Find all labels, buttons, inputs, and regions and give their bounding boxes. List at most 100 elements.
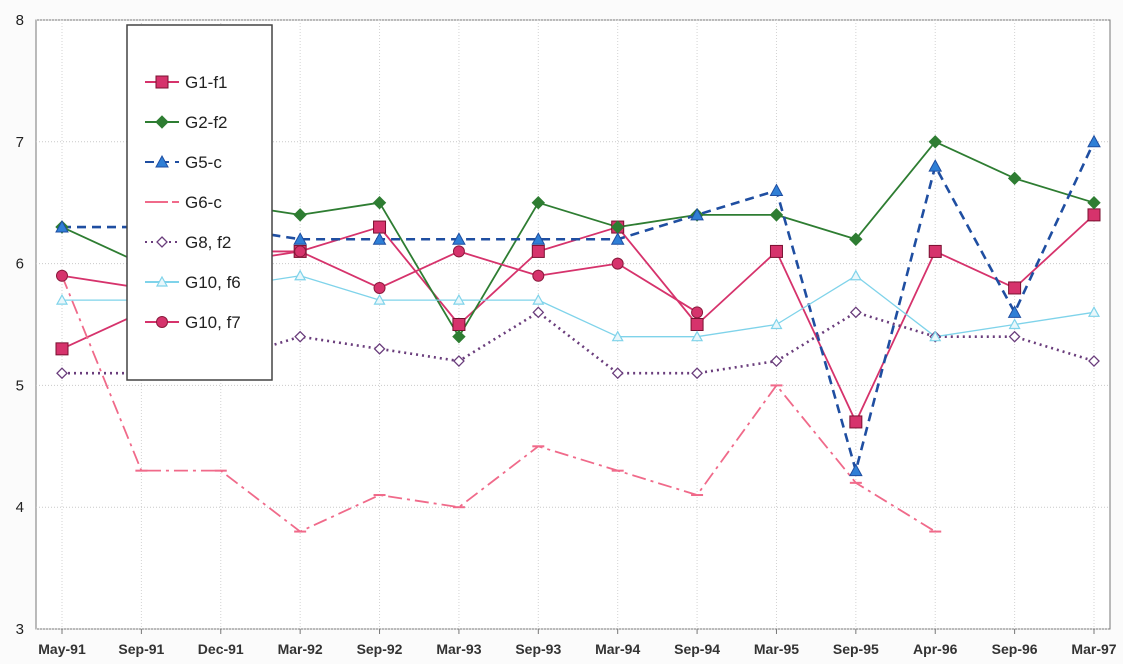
series-5-point (929, 330, 942, 342)
series-5-point (849, 269, 862, 281)
series-0-point (1008, 281, 1022, 295)
series-0-point (928, 244, 942, 258)
series-1-point (452, 329, 466, 344)
series-4-point (373, 342, 386, 355)
x-tick-label: Mar-92 (278, 641, 323, 657)
y-tick-label: 5 (16, 377, 24, 394)
y-tick-label: 3 (16, 621, 24, 638)
series-1-point (1007, 171, 1022, 186)
series-5-point (55, 293, 69, 305)
series-2-point (690, 207, 704, 221)
series-0-point (55, 342, 69, 356)
series-2-point (372, 232, 387, 245)
legend-label: G10, f7 (185, 313, 241, 332)
series-5-point (611, 330, 624, 342)
series-4-point (770, 355, 783, 367)
series-2-point (531, 232, 546, 245)
series-0-point (373, 220, 387, 234)
series-6-point (56, 269, 68, 282)
x-tick-label: Mar-93 (436, 641, 481, 657)
legend: G1-f1 G2-f2 G5-c G6-c G8, f2 G10, f6 G10, f7 (126, 24, 273, 381)
series-1-point (849, 232, 863, 246)
series-5-point (532, 293, 545, 305)
series-2-point (610, 232, 625, 245)
y-tick-label: 6 (16, 256, 24, 273)
legend-swatch-marker (156, 316, 168, 328)
series-0-point (531, 244, 545, 258)
series-2-point (452, 232, 466, 245)
x-tick-label: Mar-97 (1071, 641, 1116, 657)
x-tick-label: Sep-93 (515, 641, 561, 657)
series-2-point (928, 159, 943, 172)
series-4-point (56, 367, 68, 380)
series-2-point (1087, 134, 1101, 148)
series-6-point (373, 281, 386, 294)
y-tick-label: 4 (16, 499, 24, 516)
series-5-point (294, 269, 307, 281)
axes: 3 4 5 6 7 8 May-91 Sep-91 Dec-91 Mar-92 Sep-92 Mar-… (16, 12, 1117, 657)
series-6-point (611, 257, 624, 270)
series-2-point (769, 183, 784, 197)
legend-swatch-marker (155, 115, 169, 129)
series-4-point (1088, 355, 1100, 367)
series-0-point (769, 244, 783, 258)
series-4-point (849, 306, 862, 319)
series-1-point (372, 195, 387, 210)
legend-label: G5-c (185, 153, 222, 172)
y-tick-label: 8 (16, 12, 24, 29)
series-5-point (770, 318, 783, 330)
series-4-point (611, 367, 624, 380)
x-tick-label: Sep-96 (992, 641, 1038, 657)
series-4-point (453, 355, 465, 367)
series-5-point (691, 330, 704, 342)
legend-label: G1-f1 (185, 73, 228, 92)
series-4-point (691, 367, 703, 380)
x-tick-label: May-91 (38, 641, 86, 657)
series-6-point (452, 245, 465, 258)
x-tick-label: Mar-95 (754, 641, 799, 657)
series-2-point (1007, 305, 1022, 318)
series-3-line (61, 275, 936, 533)
x-tick-label: Sep-91 (118, 641, 164, 657)
legend-label: G2-f2 (185, 113, 228, 132)
series-5-point (373, 293, 386, 305)
y-tick-label: 7 (16, 134, 24, 151)
series-2-point (849, 463, 863, 477)
x-tick-label: Apr-96 (913, 641, 958, 657)
series-4-point (532, 306, 545, 319)
legend-label: G6-c (185, 193, 222, 212)
legend-label: G8, f2 (185, 233, 231, 252)
series-2-point (55, 220, 69, 233)
series-0-point (849, 415, 863, 429)
series-4-point (1008, 330, 1021, 343)
series-1-point (531, 195, 546, 210)
series-4-point (294, 330, 307, 343)
series-6-point (294, 245, 307, 258)
series-1-point (769, 208, 784, 222)
x-tick-label: Mar-94 (595, 641, 640, 657)
series-1-point (293, 208, 307, 222)
legend-label: G10, f6 (185, 273, 241, 292)
series-6-point (691, 306, 704, 319)
x-tick-label: Sep-95 (833, 641, 879, 657)
series-0-point (690, 318, 704, 331)
x-tick-label: Dec-91 (198, 641, 244, 657)
x-tick-label: Sep-94 (674, 641, 720, 657)
series-4-line (62, 311, 1095, 375)
legend-swatch-marker (155, 154, 169, 168)
legend-swatch-marker (155, 275, 169, 287)
series-5-point (1008, 318, 1021, 330)
series-1-point (928, 135, 942, 149)
series-1-point (1087, 195, 1101, 210)
series-2-point (293, 232, 307, 245)
legend-swatch-marker (156, 236, 168, 248)
series-6-point (532, 269, 545, 282)
series-0-point (1087, 208, 1101, 222)
legend-swatch-marker (155, 75, 169, 89)
series-5-point (1087, 306, 1101, 317)
series-0-point (452, 318, 466, 331)
x-tick-label: Sep-92 (357, 641, 403, 657)
series-5-point (452, 293, 465, 305)
